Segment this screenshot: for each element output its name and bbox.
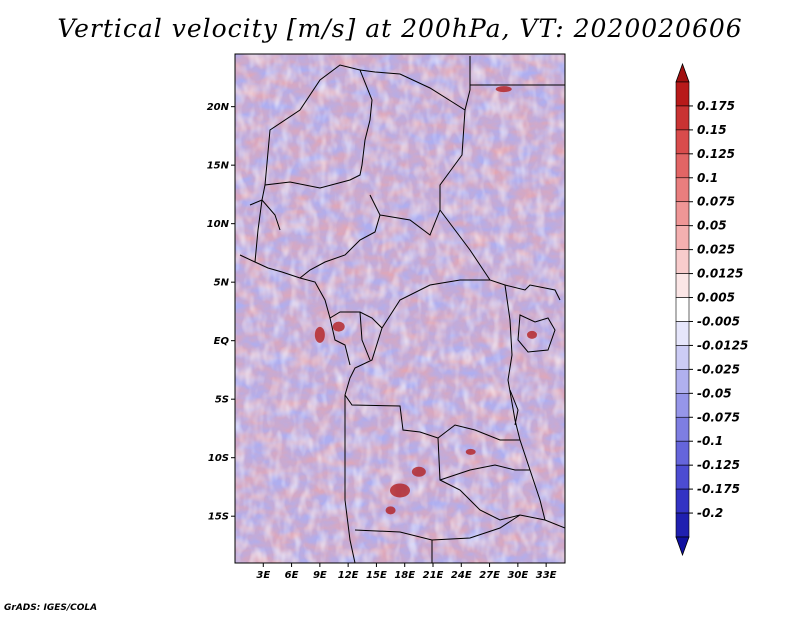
colorbar-label: -0.025 — [697, 362, 740, 376]
latitude-axis: 20N 15N 10N 5N EQ 5S 10S 15S — [207, 102, 235, 523]
colorbar-label: 0.075 — [697, 195, 735, 209]
colorbar-label: 0.15 — [697, 123, 727, 137]
colorbar-label: 0.005 — [697, 291, 735, 305]
updraft-cell — [332, 321, 345, 332]
colorbar-swatch — [675, 201, 690, 226]
lon-tick-label: 30E — [507, 570, 528, 581]
colorbar-swatch — [675, 464, 690, 490]
colorbar-label: 0.1 — [697, 171, 718, 185]
lat-tick-label: 15N — [207, 161, 230, 172]
map-frame — [234, 53, 566, 564]
colorbar-label: -0.05 — [697, 386, 732, 400]
colorbar-label: -0.2 — [697, 506, 723, 520]
colorbar-swatch — [675, 297, 690, 322]
colorbar: 0.175 0.15 0.125 0.1 0.075 0.05 0.025 0.0125 0.0… — [675, 62, 748, 557]
colorbar-swatch — [675, 153, 690, 179]
lat-tick-label: 10N — [207, 219, 230, 230]
colorbar-top-arrow — [675, 62, 690, 83]
lat-tick-label: 5S — [215, 395, 229, 406]
colorbar-label: 0.175 — [697, 99, 735, 113]
colorbar-label: 0.05 — [697, 219, 727, 233]
colorbar-swatch — [675, 249, 690, 274]
colorbar-swatch — [675, 105, 690, 131]
country-borders — [239, 56, 565, 563]
lat-tick-label: 10S — [208, 453, 229, 464]
lat-tick-label: 20N — [207, 102, 230, 113]
colorbar-label: -0.005 — [697, 314, 740, 328]
colorbar-swatch — [675, 273, 690, 298]
colorbar-swatch — [675, 369, 690, 394]
colorbar-swatch — [675, 81, 690, 107]
lon-tick-label: 12E — [338, 570, 359, 581]
colorbar-label: -0.075 — [697, 410, 740, 424]
colorbar-label: -0.175 — [697, 482, 740, 496]
updraft-cell — [314, 326, 325, 343]
lat-tick-label: 5N — [214, 278, 230, 289]
longitude-axis: 3E 6E 9E 12E 15E 18E 21E 24E 27E 30E 33E — [256, 563, 557, 581]
map-title: Vertical velocity [m/s] at 200hPa, VT: 2… — [57, 14, 743, 43]
updraft-cell — [390, 483, 410, 498]
updraft-cell — [527, 330, 537, 339]
colorbar-swatch — [675, 129, 690, 155]
lon-tick-label: 33E — [536, 570, 557, 581]
colorbar-swatch — [675, 177, 690, 203]
colorbar-swatch — [675, 440, 690, 466]
updraft-cell — [465, 448, 476, 455]
lat-tick-label: EQ — [214, 336, 230, 347]
colorbar-label: -0.125 — [697, 458, 740, 472]
updraft-cell — [385, 506, 396, 515]
colorbar-label: -0.0125 — [697, 338, 748, 352]
lon-tick-label: 3E — [256, 570, 270, 581]
near-zero-field — [235, 54, 565, 563]
lon-tick-label: 21E — [423, 570, 444, 581]
colorbar-label: 0.025 — [697, 243, 735, 257]
updraft-cell — [411, 466, 426, 477]
colorbar-swatch — [675, 488, 690, 514]
colorbar-swatch — [675, 225, 690, 250]
strong-updraft-areas — [314, 86, 537, 515]
updraft-cell — [495, 86, 512, 93]
colorbar-swatch — [675, 416, 690, 442]
lon-tick-label: 18E — [394, 570, 415, 581]
colorbar-label: -0.1 — [697, 434, 723, 448]
colorbar-swatch — [675, 321, 690, 346]
colorbar-label: 0.125 — [697, 147, 735, 161]
colorbar-label: 0.0125 — [697, 267, 743, 281]
map-panel — [235, 54, 565, 563]
colorbar-swatch — [675, 393, 690, 418]
colorbar-bottom-arrow — [675, 536, 690, 557]
lon-tick-label: 24E — [451, 570, 472, 581]
colorbar-swatch — [675, 512, 690, 538]
lon-tick-label: 15E — [366, 570, 387, 581]
credit-text: GrADS: IGES/COLA — [4, 603, 98, 613]
lon-tick-label: 6E — [285, 570, 299, 581]
lon-tick-label: 9E — [313, 570, 327, 581]
colorbar-swatch — [675, 345, 690, 370]
lat-tick-label: 15S — [208, 512, 229, 523]
lon-tick-label: 27E — [479, 570, 500, 581]
